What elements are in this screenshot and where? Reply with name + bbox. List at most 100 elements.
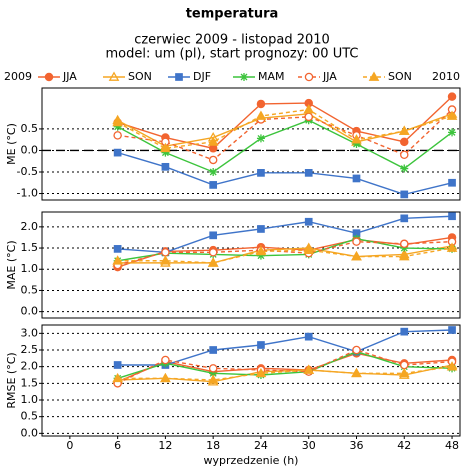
plot-area: [41, 324, 461, 437]
marker: [209, 181, 218, 189]
marker: [255, 245, 267, 256]
marker: [256, 99, 266, 109]
marker: [400, 214, 409, 223]
marker: [398, 251, 410, 261]
legend-marker: [368, 71, 380, 81]
marker: [448, 128, 457, 137]
marker: [112, 372, 123, 383]
marker: [112, 116, 123, 127]
marker: [304, 332, 313, 341]
marker: [207, 257, 219, 267]
marker: [112, 255, 123, 265]
y-tick-label: 1.5: [21, 376, 39, 389]
marker: [255, 367, 267, 378]
marker: [207, 136, 219, 146]
marker: [161, 248, 170, 257]
marker: [447, 92, 457, 101]
series-line: [117, 96, 453, 150]
marker: [303, 244, 315, 255]
series-line: [117, 247, 453, 264]
y-axis-label: ME (°C): [5, 123, 18, 165]
marker: [113, 245, 122, 253]
y-tick-label: 3.0: [21, 326, 39, 339]
series-line: [117, 352, 453, 383]
marker: [303, 104, 315, 114]
x-tick-label: 24: [254, 439, 268, 452]
series-line: [117, 109, 453, 161]
marker: [400, 360, 409, 370]
chart-subtitle: model: um (pl), start prognozy: 00 UTC: [106, 47, 359, 62]
y-tick-label: 0.0: [21, 305, 39, 318]
marker: [209, 168, 218, 176]
marker: [161, 355, 170, 365]
marker: [160, 255, 171, 265]
y-tick-label: 2.0: [21, 360, 39, 373]
marker: [113, 122, 122, 131]
marker: [208, 155, 218, 165]
y-axis-label: RMSE (°C): [5, 352, 18, 408]
legend-label: SON: [128, 70, 152, 83]
y-tick-label: 2.5: [21, 343, 39, 356]
marker: [400, 239, 409, 249]
y-tick-label: 0.5: [21, 283, 39, 296]
marker: [448, 178, 456, 187]
y-tick-label: -1.0: [17, 187, 38, 200]
chart-title: temperatura: [186, 7, 279, 22]
legend-label: SON: [388, 70, 412, 83]
marker: [400, 190, 409, 199]
marker: [352, 140, 361, 148]
y-tick-label: 0.5: [21, 122, 39, 135]
y-tick-label: 1.5: [21, 241, 39, 254]
x-tick-label: 0: [66, 439, 73, 452]
marker: [448, 326, 456, 334]
y-tick-label: -0.5: [17, 165, 38, 178]
x-tick-label: 36: [349, 439, 363, 452]
marker: [161, 162, 170, 171]
marker: [208, 364, 218, 373]
marker: [113, 148, 122, 157]
series-line: [117, 215, 453, 253]
marker: [113, 131, 122, 140]
legend-label: DJF: [193, 70, 211, 83]
legend-marker: [108, 71, 120, 81]
series-line: [117, 364, 453, 383]
marker: [256, 134, 265, 143]
y-tick-label: 1.0: [21, 393, 39, 406]
marker: [256, 251, 265, 260]
x-tick-label: 12: [158, 439, 172, 452]
marker: [303, 364, 315, 374]
series-line: [117, 108, 453, 150]
marker: [304, 217, 313, 226]
marker: [209, 231, 218, 240]
series-line: [117, 237, 453, 262]
plot-area: [41, 87, 461, 201]
legend-label: MAM: [258, 70, 285, 83]
marker: [209, 346, 218, 354]
marker: [257, 341, 265, 349]
marker: [352, 174, 361, 183]
plot-area: [41, 211, 461, 319]
series-line: [117, 350, 453, 380]
marker: [398, 125, 410, 135]
x-tick-label: 42: [397, 439, 411, 452]
marker: [446, 361, 458, 371]
marker: [400, 164, 409, 173]
x-axis-label: wyprzedzenie (h): [204, 454, 299, 467]
marker: [209, 369, 218, 378]
marker: [160, 372, 171, 383]
marker: [351, 134, 362, 144]
x-tick-label: 6: [114, 439, 121, 452]
legend-label: JJA: [62, 70, 77, 83]
x-tick-label: 48: [445, 439, 459, 452]
marker: [207, 374, 219, 384]
y-tick-label: 0.0: [21, 426, 39, 439]
y-tick-label: 0.5: [21, 410, 39, 423]
marker: [255, 110, 267, 120]
legend-marker: [175, 73, 183, 81]
x-tick-label: 30: [302, 439, 316, 452]
marker: [446, 242, 458, 252]
marker: [257, 225, 265, 233]
marker: [351, 367, 362, 378]
series-line: [117, 329, 453, 366]
